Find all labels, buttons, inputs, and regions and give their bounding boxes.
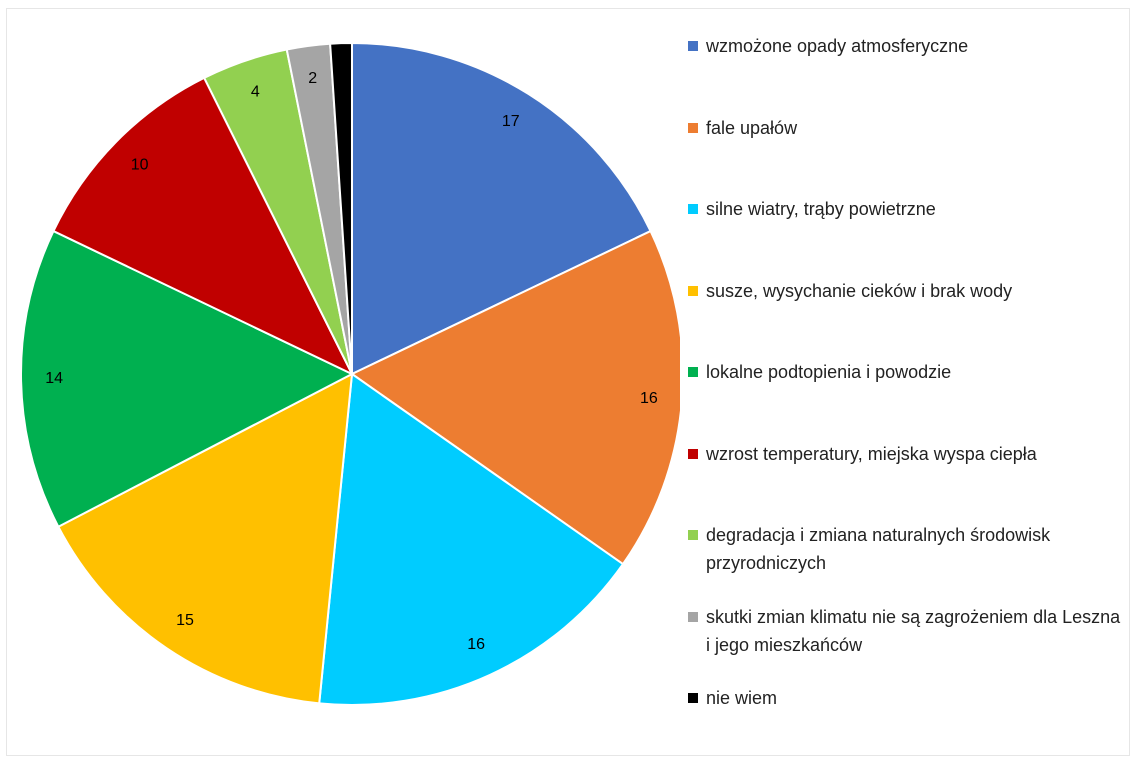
pie-slice <box>351 41 652 376</box>
pie-slice <box>318 372 625 706</box>
legend-label: fale upałów <box>706 117 798 138</box>
data-label: 10 <box>131 156 149 173</box>
legend-swatch <box>688 530 698 540</box>
legend-item: skutki zmian klimatu nie są zagrożeniem … <box>688 603 1128 659</box>
legend-item: nie wiem <box>688 684 777 712</box>
data-label: 4 <box>251 83 260 100</box>
legend-label: susze, wysychanie cieków i brak wody <box>706 280 1013 301</box>
legend-item: fale upałów <box>688 114 797 142</box>
pie-slice <box>350 229 680 566</box>
legend-item: wzmożone opady atmosferyczne <box>688 32 968 60</box>
legend-item: lokalne podtopienia i powodzie <box>688 358 951 386</box>
pie-slice <box>329 41 353 375</box>
legend-swatch <box>688 41 698 51</box>
data-label: 16 <box>467 636 485 653</box>
legend-swatch <box>688 285 698 296</box>
legend-swatch <box>688 693 698 703</box>
data-label: 14 <box>45 370 63 387</box>
legend-label: nie wiem <box>706 688 778 708</box>
data-label: 15 <box>176 612 194 629</box>
legend-swatch <box>688 611 698 622</box>
pie-slice <box>52 76 355 377</box>
data-label: 17 <box>502 113 520 130</box>
pie-slice <box>56 372 354 705</box>
pie-slice <box>20 229 355 529</box>
chart: 17 16 16 15 14 10 4 2 <box>20 41 680 706</box>
legend-label: skutki zmian klimatu nie są zagrożeniem … <box>706 606 1121 655</box>
legend-label: lokalne podtopienia i powodzie <box>706 362 952 382</box>
legend-item: degradacja i zmiana naturalnych środowis… <box>688 521 1128 577</box>
legend-swatch <box>688 204 698 214</box>
legend-label: wzrost temperatury, miejska wyspa ciepła <box>706 443 1037 464</box>
legend-label: silne wiatry, trąby powietrzne <box>706 199 936 219</box>
data-label: 16 <box>640 390 658 407</box>
data-label: 2 <box>308 70 317 87</box>
legend-label: degradacja i zmiana naturalnych środowis… <box>706 525 1051 573</box>
legend-label: wzmożone opady atmosferyczne <box>706 36 969 56</box>
legend-item: wzrost temperatury, miejska wyspa ciepła <box>688 440 1037 468</box>
legend-swatch <box>688 367 698 377</box>
legend-swatch <box>688 122 698 133</box>
legend-swatch <box>688 448 698 459</box>
legend-item: susze, wysychanie cieków i brak wody <box>688 277 1012 305</box>
frame <box>6 8 1130 756</box>
legend-item: silne wiatry, trąby powietrzne <box>688 195 936 223</box>
